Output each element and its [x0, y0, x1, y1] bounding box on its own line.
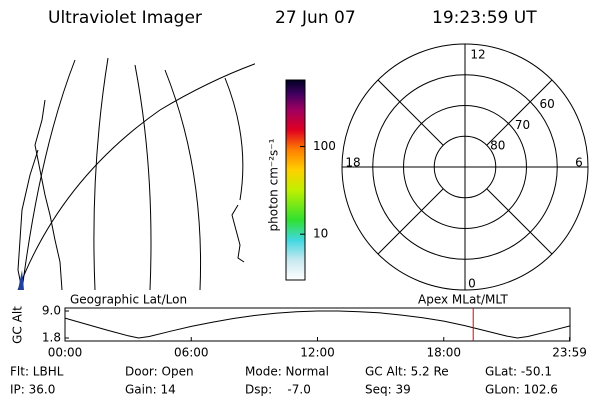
timeline-frame [64, 307, 571, 342]
x-tick-label: 23:59 [552, 346, 587, 360]
ring-label: 70 [515, 118, 530, 132]
ring-label: 80 [490, 139, 505, 153]
y-tick-label: 1.8 [42, 331, 61, 345]
panel-label: Apex MLat/MLT [418, 293, 508, 307]
date: 27 Jun 07 [275, 8, 356, 28]
polar-spoke [377, 188, 444, 255]
mlt-label: 6 [575, 156, 583, 170]
y-axis-label: GC Alt [11, 306, 25, 344]
polar-ring [403, 105, 527, 229]
instrument: Ultraviolet Imager [48, 8, 202, 28]
panel-label: Geographic Lat/Lon [70, 293, 187, 307]
colorbar-label: photon cm⁻²s⁻¹ [267, 138, 281, 231]
geo-map [17, 57, 255, 290]
colorbar-tick-label: 10 [313, 227, 328, 241]
status-field: Seq: 39 [365, 383, 411, 397]
mlt-label: 0 [468, 277, 476, 291]
x-tick-label: 06:00 [174, 346, 209, 360]
polar-spoke [486, 79, 553, 146]
status-field: GLon: 102.6 [485, 383, 558, 397]
status-field: Mode: Normal [245, 365, 329, 379]
polar-ring [372, 74, 558, 260]
status-field: Door: Open [125, 365, 194, 379]
polar-ring [433, 135, 497, 199]
time: 19:23:59 UT [432, 8, 537, 28]
x-tick-label: 18:00 [426, 346, 461, 360]
status-field: GLat: -50.1 [485, 365, 552, 379]
status-field: Flt: LBHL [10, 365, 64, 379]
colorbar-tick-label: 100 [313, 139, 336, 153]
x-tick-label: 12:00 [300, 346, 335, 360]
altitude-line [64, 310, 570, 339]
polar-spoke [377, 79, 444, 146]
polar-spoke [486, 188, 553, 255]
mlt-label: 18 [345, 156, 360, 170]
status-field: Dsp: -7.0 [245, 383, 311, 397]
status-field: Gain: 14 [125, 383, 176, 397]
status-field: IP: 36.0 [10, 383, 55, 397]
mlt-label: 12 [470, 48, 485, 62]
ring-label: 60 [540, 97, 555, 111]
colorbar [285, 79, 306, 281]
status-field: GC Alt: 5.2 Re [365, 365, 449, 379]
y-tick-label: 9.0 [42, 304, 61, 318]
x-tick-label: 00:00 [48, 346, 83, 360]
